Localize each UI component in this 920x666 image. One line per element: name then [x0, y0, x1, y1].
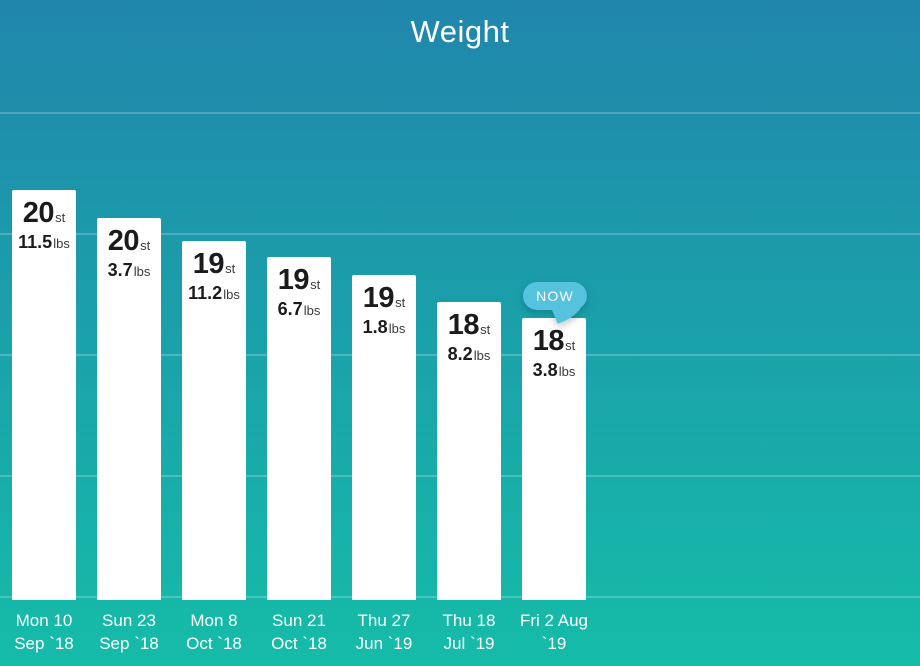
pounds-unit-label: lbs [473, 348, 491, 363]
weight-value-stones: 19st [267, 266, 331, 295]
stones-unit-label: st [55, 210, 66, 225]
weight-value-stones: 19st [182, 250, 246, 279]
x-axis-label-line1: Mon 10 [15, 611, 73, 630]
pounds-value: 11.5 [18, 232, 53, 252]
x-axis-label-line2: Oct `18 [186, 634, 242, 653]
x-axis-label-line1: Thu 27 [357, 611, 411, 630]
now-badge-pill: NOW [523, 282, 587, 310]
weight-bar[interactable]: 20st 3.7lbs [97, 218, 161, 600]
stones-value: 19 [277, 264, 310, 296]
stones-value: 20 [107, 225, 140, 257]
stones-value: 18 [532, 325, 565, 357]
stones-value: 19 [362, 282, 395, 314]
now-badge-tail-icon [551, 308, 581, 324]
x-axis-label: Fri 2 Aug `19 [494, 609, 614, 655]
pounds-unit-label: lbs [223, 287, 240, 302]
pounds-value: 3.7 [107, 260, 133, 280]
weight-value-pounds: 11.2lbs [182, 284, 246, 303]
stones-unit-label: st [565, 338, 576, 353]
weight-value-stones: 18st [522, 327, 586, 356]
weight-bar[interactable]: 19st 11.2lbs [182, 241, 246, 600]
pounds-value: 1.8 [362, 317, 388, 337]
x-axis-label: Sun 21 Oct `18 [239, 609, 359, 655]
pounds-unit-label: lbs [303, 303, 321, 318]
x-axis-label: Mon 10 Sep `18 [0, 609, 104, 655]
x-axis-label: Thu 18 Jul `19 [409, 609, 529, 655]
weight-bar[interactable]: 19st 1.8lbs [352, 275, 416, 600]
x-axis-label-line2: Jun `19 [355, 634, 413, 653]
stones-value: 18 [447, 309, 480, 341]
stones-unit-label: st [310, 277, 321, 292]
weight-value-pounds: 6.7lbs [267, 300, 331, 319]
gridline [0, 112, 920, 114]
x-axis-label-line2: Sep `18 [14, 634, 74, 653]
pounds-unit-label: lbs [558, 364, 576, 379]
x-axis-label: Thu 27 Jun `19 [324, 609, 444, 655]
pounds-unit-label: lbs [388, 321, 406, 336]
weight-bar[interactable]: 20st 11.5lbs [12, 190, 76, 600]
weight-value-stones: 20st [12, 199, 76, 228]
x-axis-label-line1: Mon 8 [190, 611, 238, 630]
x-axis-label-line1: Sun 21 [272, 611, 326, 630]
stones-value: 19 [192, 248, 225, 280]
weight-value-pounds: 3.7lbs [97, 261, 161, 280]
weight-value-stones: 19st [352, 284, 416, 313]
weight-value-stones: 20st [97, 227, 161, 256]
stones-unit-label: st [480, 322, 491, 337]
stones-value: 20 [22, 197, 55, 229]
pounds-value: 6.7 [277, 299, 303, 319]
pounds-unit-label: lbs [133, 264, 151, 279]
stones-unit-label: st [140, 238, 151, 253]
pounds-value: 11.2 [188, 283, 223, 303]
now-badge-label: NOW [536, 288, 574, 304]
weight-value-pounds: 1.8lbs [352, 318, 416, 337]
weight-value-stones: 18st [437, 311, 501, 340]
x-axis-label-line2: Jul `19 [443, 634, 495, 653]
stones-unit-label: st [395, 295, 406, 310]
pounds-value: 3.8 [532, 360, 558, 380]
weight-bar[interactable]: 19st 6.7lbs [267, 257, 331, 600]
x-axis-label: Mon 8 Oct `18 [154, 609, 274, 655]
gridline [0, 233, 920, 235]
weight-bar[interactable]: 18st 3.8lbs [522, 318, 586, 600]
chart-title: Weight [410, 14, 510, 49]
weight-value-pounds: 11.5lbs [12, 233, 76, 252]
x-axis-label-line1: Sun 23 [102, 611, 156, 630]
pounds-value: 8.2 [447, 344, 473, 364]
x-axis-label-line2: `19 [541, 634, 567, 653]
x-axis-label-line1: Fri 2 Aug [519, 611, 589, 630]
weight-value-pounds: 3.8lbs [522, 361, 586, 380]
weight-value-pounds: 8.2lbs [437, 345, 501, 364]
x-axis-label-line2: Sep `18 [99, 634, 159, 653]
weight-bar[interactable]: 18st 8.2lbs [437, 302, 501, 600]
now-badge: NOW [523, 282, 587, 326]
x-axis-label: Sun 23 Sep `18 [69, 609, 189, 655]
stones-unit-label: st [225, 261, 236, 276]
x-axis-label-line1: Thu 18 [442, 611, 496, 630]
x-axis-label-line2: Oct `18 [271, 634, 327, 653]
pounds-unit-label: lbs [53, 236, 70, 251]
